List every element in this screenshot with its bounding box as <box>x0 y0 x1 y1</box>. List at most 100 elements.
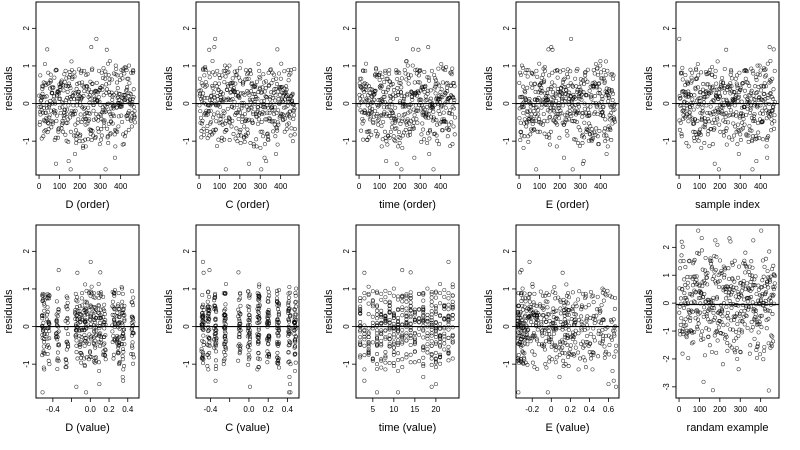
data-point <box>713 68 718 73</box>
data-point <box>588 84 593 89</box>
y-axis-label: residuals <box>643 66 655 111</box>
data-point <box>92 328 97 333</box>
data-point <box>416 80 421 85</box>
data-point <box>531 119 536 124</box>
data-point <box>553 91 558 96</box>
data-point <box>772 126 777 131</box>
data-point <box>585 67 590 72</box>
data-point <box>685 82 690 86</box>
y-tick-label: 2 <box>502 26 511 31</box>
data-point <box>700 87 705 92</box>
data-point <box>533 89 538 94</box>
data-point <box>419 132 424 137</box>
y-tick-label: 2 <box>342 249 351 254</box>
data-point <box>62 107 67 112</box>
data-point <box>680 65 685 70</box>
data-point <box>121 333 126 338</box>
data-point <box>207 47 212 52</box>
data-point <box>752 112 757 117</box>
x-axis-label: C (value) <box>225 422 270 434</box>
data-point <box>79 328 84 333</box>
y-tick-label: -1 <box>182 137 191 145</box>
x-tick-label: 0.2 <box>565 405 577 414</box>
data-point <box>768 59 773 64</box>
data-point <box>75 120 80 125</box>
data-point <box>128 117 133 122</box>
data-point <box>547 135 552 140</box>
data-point <box>197 76 202 81</box>
data-point <box>119 285 124 290</box>
data-point <box>115 86 120 91</box>
data-point <box>421 112 426 117</box>
data-point <box>412 120 417 125</box>
data-point <box>73 133 78 138</box>
data-point <box>78 340 83 345</box>
data-point <box>528 81 533 86</box>
x-tick-label: 5 <box>371 405 376 414</box>
data-point <box>84 390 89 395</box>
data-point <box>401 112 406 117</box>
data-point <box>263 105 268 110</box>
data-point <box>37 119 42 124</box>
data-point <box>236 116 241 121</box>
data-point <box>62 72 67 77</box>
data-point <box>740 120 745 125</box>
data-point <box>73 108 78 113</box>
data-point <box>579 134 584 139</box>
data-point <box>284 84 289 89</box>
data-point <box>287 72 292 77</box>
data-point <box>769 117 774 122</box>
data-point <box>530 128 535 133</box>
data-point <box>436 109 441 114</box>
data-point <box>447 122 452 127</box>
x-tick-label: 300 <box>94 182 108 191</box>
data-point <box>429 114 434 119</box>
data-point <box>586 138 591 143</box>
data-point <box>130 303 135 308</box>
data-point <box>200 83 205 88</box>
data-point <box>54 335 59 340</box>
data-point <box>602 80 607 85</box>
data-point <box>41 349 46 354</box>
data-point <box>223 167 228 172</box>
data-point <box>103 76 108 81</box>
x-tick-label: 200 <box>713 182 727 191</box>
data-point <box>554 98 559 103</box>
data-point <box>708 85 713 90</box>
data-point <box>102 352 107 357</box>
data-point <box>71 109 76 114</box>
data-point <box>54 93 59 98</box>
data-point <box>578 128 583 133</box>
data-point <box>96 95 101 100</box>
y-tick-label: 2 <box>342 26 351 31</box>
data-point <box>447 95 452 100</box>
data-point <box>131 315 136 320</box>
data-point <box>765 95 770 100</box>
data-point <box>532 81 537 86</box>
data-point <box>385 102 390 107</box>
data-point <box>41 332 46 337</box>
y-tick-label: 2 <box>22 26 31 31</box>
data-point <box>568 81 573 86</box>
data-point <box>112 293 117 298</box>
data-point <box>703 122 708 127</box>
data-point <box>735 73 739 78</box>
data-point <box>88 128 93 133</box>
y-axis-label: residuals <box>3 289 15 334</box>
data-point <box>598 59 603 64</box>
data-point <box>80 105 85 110</box>
data-point <box>690 100 695 105</box>
data-point <box>114 90 119 95</box>
y-tick-label: 1 <box>662 272 671 277</box>
data-point <box>541 72 546 77</box>
data-point <box>214 84 219 89</box>
data-point <box>52 75 57 80</box>
data-point <box>409 90 414 95</box>
data-point <box>710 72 715 77</box>
data-point <box>381 89 386 94</box>
data-point <box>55 356 60 361</box>
data-point <box>431 115 436 120</box>
data-point <box>221 109 226 114</box>
data-point <box>692 93 697 98</box>
data-point <box>603 139 608 144</box>
